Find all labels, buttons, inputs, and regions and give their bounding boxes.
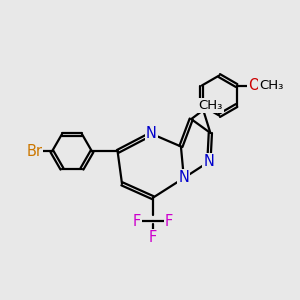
Text: N: N xyxy=(203,154,214,169)
Text: O: O xyxy=(248,78,260,93)
Text: F: F xyxy=(165,214,173,229)
Text: F: F xyxy=(133,214,141,229)
Text: CH₃: CH₃ xyxy=(259,79,283,92)
Text: N: N xyxy=(146,126,157,141)
Text: CH₃: CH₃ xyxy=(198,99,223,112)
Text: Br: Br xyxy=(26,144,42,159)
Text: F: F xyxy=(149,230,157,245)
Text: N: N xyxy=(178,170,189,185)
